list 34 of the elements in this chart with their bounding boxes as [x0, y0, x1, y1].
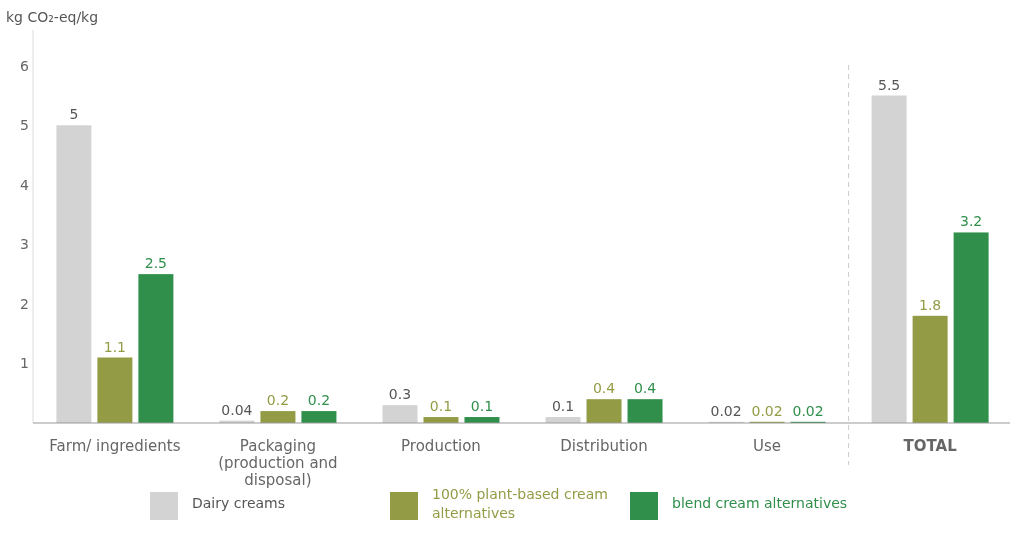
- data-label: 0.4: [592, 380, 616, 397]
- y-tick-label: 4: [20, 176, 30, 193]
- x-tick-label: Distribution: [560, 437, 648, 455]
- data-label: 0.04: [221, 401, 253, 418]
- x-tick-label: Production: [401, 437, 481, 455]
- data-label: 0.1: [470, 398, 494, 415]
- data-label: 1.1: [103, 338, 127, 355]
- data-label: 0.02: [751, 402, 783, 419]
- legend-label: blend cream alternatives: [672, 495, 848, 511]
- data-label: 0.2: [307, 392, 331, 409]
- data-label: 0.02: [710, 402, 742, 419]
- x-tick-label: Use: [753, 437, 782, 455]
- x-tick-label: Farm/ ingredients: [49, 437, 181, 455]
- y-tick-label: 3: [20, 236, 29, 253]
- y-tick-label: 1: [20, 355, 29, 372]
- x-tick-label: Packaging (production and disposal): [218, 437, 338, 489]
- data-label: 1.8: [918, 296, 942, 313]
- data-label: 5.5: [877, 76, 901, 93]
- data-label: 0.3: [388, 386, 412, 403]
- legend-label: 100% plant-based cream alternatives: [432, 486, 608, 521]
- x-tick-label: TOTAL: [903, 437, 958, 455]
- data-label: 5: [69, 106, 79, 123]
- data-label: 2.5: [144, 255, 168, 272]
- data-label: 0.02: [792, 402, 824, 419]
- data-label: 0.4: [633, 380, 657, 397]
- data-label: 0.1: [551, 398, 575, 415]
- legend-label: Dairy creams: [192, 495, 286, 511]
- y-axis-title: kg CO₂-eq/kg: [6, 9, 99, 25]
- y-tick-label: 5: [20, 117, 29, 134]
- data-label: 3.2: [959, 213, 983, 230]
- y-tick-label: 2: [20, 295, 29, 312]
- y-tick-label: 6: [20, 57, 30, 74]
- data-label: 0.1: [429, 398, 453, 415]
- data-label: 0.2: [266, 392, 290, 409]
